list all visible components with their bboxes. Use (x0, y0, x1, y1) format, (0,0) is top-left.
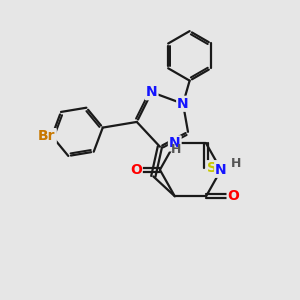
Text: N: N (215, 163, 227, 177)
Text: O: O (130, 163, 142, 177)
Text: O: O (228, 189, 239, 203)
Text: N: N (169, 136, 181, 150)
Text: H: H (231, 157, 241, 169)
Text: N: N (177, 97, 189, 111)
Text: Br: Br (38, 129, 56, 143)
Text: S: S (207, 161, 217, 175)
Text: N: N (146, 85, 158, 99)
Text: H: H (171, 142, 181, 156)
